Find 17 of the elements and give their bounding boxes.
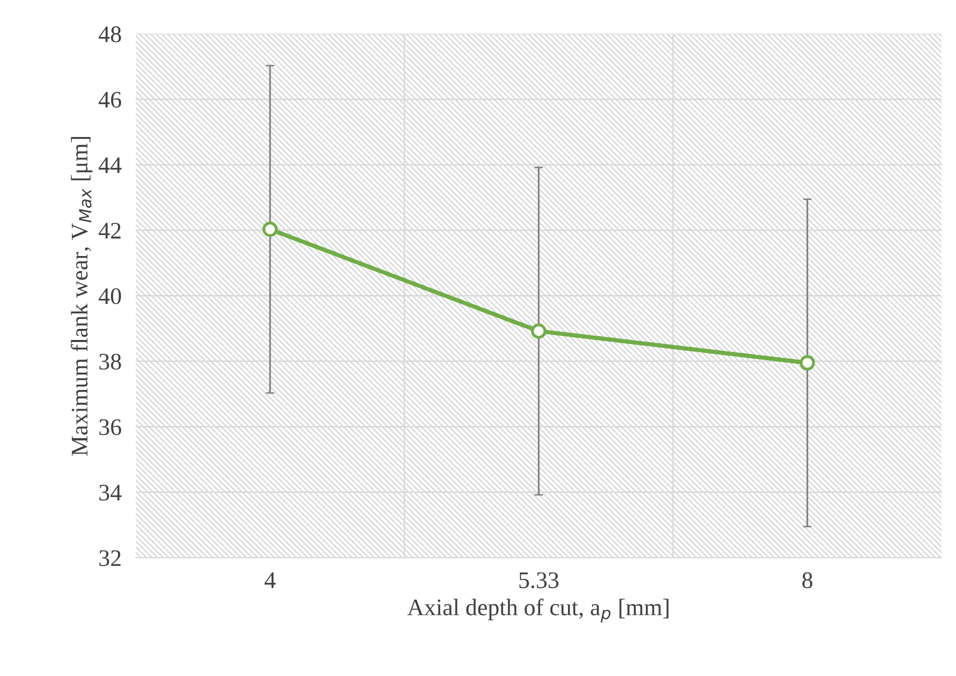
y-tick-label: 44 [98,157,122,173]
y-tick-label: 40 [98,288,121,304]
y-tick-label: 42 [98,222,121,238]
x-tick-label: 5.33 [519,572,558,588]
x-tick-label: 4 [264,572,276,588]
y-tick-label: 32 [99,550,121,566]
y-tick-label: 48 [98,26,121,42]
point [262,222,278,237]
point [800,355,815,371]
x-axis-title: Axial depth of cut, a$_{p}$ [mm] [407,598,668,622]
x-tick-label: 8 [802,572,812,588]
y-tick-label: 34 [99,484,122,501]
y-tick-label: 46 [98,92,122,108]
y-tick-label: 38 [99,354,121,370]
y-tick-label: 36 [99,419,122,436]
point [531,323,546,339]
y-axis-title: Maximum flank wear, V$_{Max}$ [μm] [70,137,92,456]
